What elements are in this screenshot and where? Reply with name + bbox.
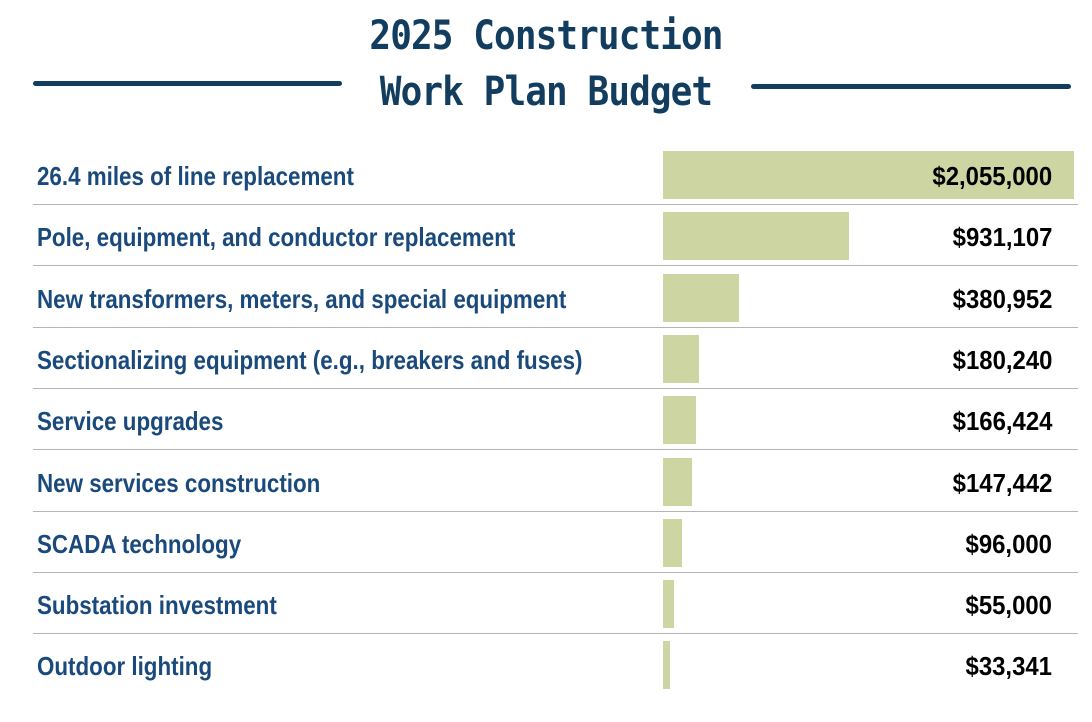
bar-6 <box>663 457 693 506</box>
value-label-1: $2,055,000 <box>932 161 1052 191</box>
chart-title: 2025 Construction Work Plan Budget <box>0 8 1092 120</box>
category-label-5: Service upgrades <box>37 406 224 437</box>
category-label-1: 26.4 miles of line replacement <box>37 161 354 191</box>
value-label-6: $147,442 <box>952 467 1052 498</box>
row-divider-7 <box>33 571 1078 573</box>
bar-7 <box>663 518 683 567</box>
category-label-6: New services construction <box>37 467 321 498</box>
category-label-9: Outdoor lighting <box>37 651 213 682</box>
category-label-4: Sectionalizing equipment (e.g., breakers… <box>37 344 583 375</box>
bar-2 <box>663 212 850 261</box>
bar-3 <box>663 273 740 322</box>
bar-5 <box>663 396 697 445</box>
category-label-7: SCADA technology <box>37 528 242 559</box>
row-divider-2 <box>33 265 1078 267</box>
row-divider-4 <box>33 387 1078 389</box>
row-divider-6 <box>33 510 1078 512</box>
bar-1 <box>663 151 1074 199</box>
title-rule-left <box>33 81 342 86</box>
chart-title-line-1: 2025 Construction <box>369 13 723 59</box>
value-label-7: $96,000 <box>965 528 1052 559</box>
title-rule-right <box>751 84 1071 89</box>
row-divider-8 <box>33 633 1078 635</box>
value-label-5: $166,424 <box>952 406 1052 437</box>
category-label-8: Substation investment <box>37 590 277 621</box>
bar-8 <box>663 580 674 629</box>
value-label-8: $55,000 <box>965 590 1052 621</box>
category-label-2: Pole, equipment, and conductor replaceme… <box>37 222 516 253</box>
value-label-4: $180,240 <box>952 344 1052 375</box>
bar-4 <box>663 334 700 383</box>
chart-title-line-2: Work Plan Budget <box>379 69 713 115</box>
category-label-3: New transformers, meters, and special eq… <box>37 283 567 314</box>
value-label-3: $380,952 <box>952 283 1052 314</box>
row-divider-5 <box>33 449 1078 451</box>
row-divider-1 <box>33 204 1078 205</box>
row-divider-3 <box>33 326 1078 328</box>
value-label-2: $931,107 <box>952 222 1052 253</box>
bar-9 <box>663 641 670 690</box>
value-label-9: $33,341 <box>965 651 1052 682</box>
